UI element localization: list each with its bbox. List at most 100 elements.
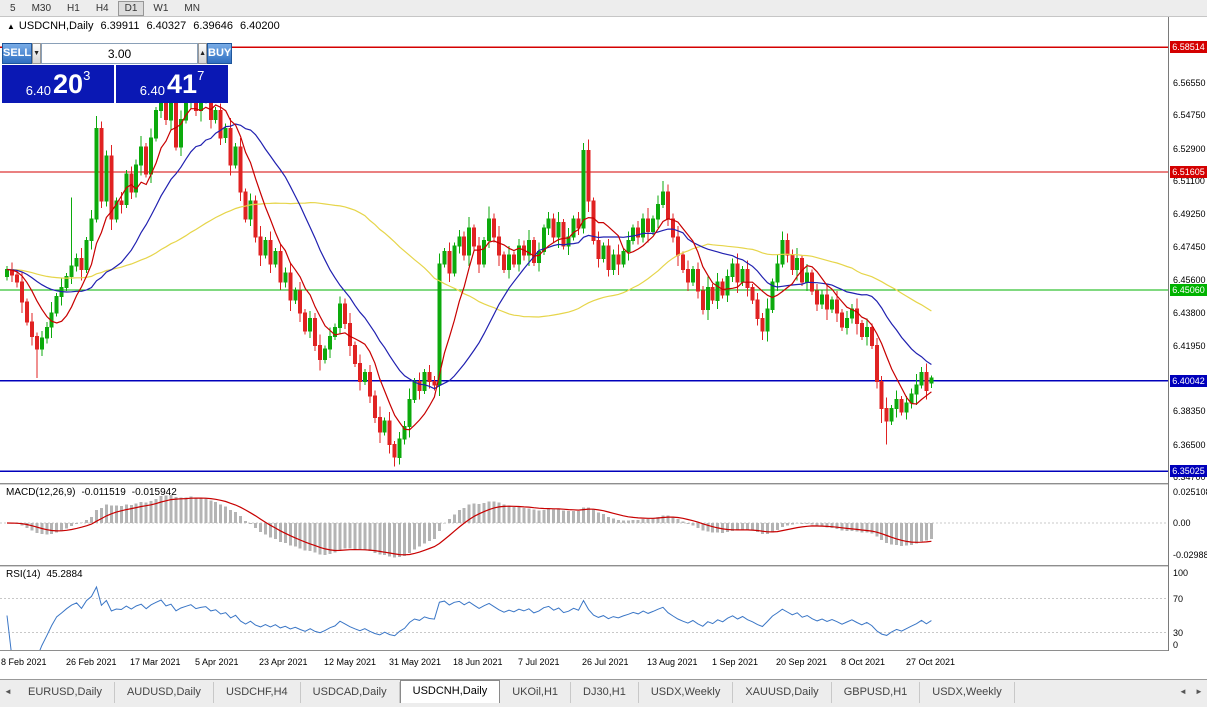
macd-canvas[interactable] [0,485,1168,565]
chart-bottom-border [0,650,1207,651]
time-axis-label: 18 Jun 2021 [453,657,503,667]
chart-tab-ukoil-h1[interactable]: UKOil,H1 [500,682,572,703]
chart-tab-usdcnh-daily[interactable]: USDCNH,Daily [399,680,501,703]
price-axis-label: 6.41950 [1173,341,1206,351]
macd-axis-label: 0.00 [1173,518,1191,528]
chart-tab-usdx-weekly[interactable]: USDX,Weekly [920,682,1015,703]
price-axis-label: 6.49250 [1173,209,1206,219]
window-bottom-edge [0,703,1207,707]
time-axis-label: 20 Sep 2021 [776,657,828,667]
macd-signal-value: -0.015942 [131,487,177,498]
macd-name: MACD(12,26,9) [6,487,76,498]
rsi-value: 45.2884 [46,569,83,580]
sell-price-base: 6.40 [25,83,52,98]
time-axis-label: 17 Mar 2021 [130,657,181,667]
ohlc-low: 6.39646 [193,20,233,32]
tab-scroll-left-icon[interactable]: ◄ [4,687,12,696]
chart-tab-usdcad-daily[interactable]: USDCAD,Daily [301,682,400,703]
time-axis-label: 27 Oct 2021 [906,657,956,667]
tab-right-arrows: ◄ ► [1175,682,1207,703]
time-axis-label: 13 Aug 2021 [647,657,698,667]
time-axis-label: 7 Jul 2021 [518,657,560,667]
price-axis-label: 6.54750 [1173,110,1206,120]
one-click-collapse-icon[interactable]: ▲ [7,22,15,31]
macd-value: -0.011519 [81,487,126,498]
timeframe-button-w1[interactable]: W1 [153,2,169,14]
pane-separator[interactable] [0,483,1207,485]
pane-separator[interactable] [0,565,1207,567]
sell-price-point: 3 [83,68,91,83]
price-axis-label: 6.34700 [1173,472,1206,482]
price-axis-label: 6.36500 [1173,440,1206,450]
buy-button[interactable]: BUY [207,43,233,64]
price-level-badge: 6.45060 [1170,284,1207,296]
chart-tab-usdchf-h4[interactable]: USDCHF,H4 [214,682,301,703]
price-axis-label: 6.43800 [1173,308,1206,318]
timeframe-button-h1[interactable]: H1 [67,2,80,14]
buy-price-point: 7 [197,68,205,83]
chart-tab-dj30-h1[interactable]: DJ30,H1 [571,682,639,703]
macd-axis-label: 0.025108 [1173,487,1207,497]
chart-tab-xauusd-daily[interactable]: XAUUSD,Daily [733,682,832,703]
price-level-badge: 6.58514 [1170,41,1207,53]
rsi-axis-label: 100 [1173,568,1189,578]
timeframe-button-h4[interactable]: H4 [95,2,109,14]
chart-tab-eurusd-daily[interactable]: EURUSD,Daily [16,682,115,703]
time-axis[interactable]: 8 Feb 2021 26 Feb 2021 17 Mar 2021 5 Apr 20… [0,651,1207,679]
rsi-label: RSI(14) 45.2884 [6,569,89,580]
buy-price-pips: 41 [167,69,198,99]
ohlc-open: 6.39911 [100,20,140,32]
ohlc-close: 6.40200 [239,20,280,32]
price-level-badge: 6.51605 [1170,166,1207,178]
chart-plot-area [0,17,1168,679]
rsi-axis-label: 0 [1173,640,1179,650]
timeframe-button-m30[interactable]: M30 [31,2,52,14]
rsi-axis-label: 70 [1173,594,1184,604]
timeframe-toolbar: 5 M30 H1 H4 D1 W1 MN [0,0,1207,17]
rsi-canvas[interactable] [0,567,1168,651]
time-axis-label: 5 Apr 2021 [195,657,239,667]
timeframe-button-5[interactable]: 5 [10,2,16,14]
rsi-axis-label: 30 [1173,628,1184,638]
time-axis-label: 8 Oct 2021 [841,657,886,667]
chart-tab-usdx-weekly[interactable]: USDX,Weekly [639,682,734,703]
time-axis-label: 1 Sep 2021 [712,657,759,667]
price-axis-label: 6.52900 [1173,144,1206,154]
timeframe-button-mn[interactable]: MN [184,2,200,14]
time-axis-label: 23 Apr 2021 [259,657,308,667]
sell-button[interactable]: SELL [2,43,33,64]
time-axis-label: 26 Feb 2021 [66,657,117,667]
buy-price-panel[interactable]: 6.40 41 7 [116,65,228,103]
price-axis-label: 6.45600 [1173,275,1206,285]
price-axis-label: 6.51100 [1173,176,1205,186]
price-level-badge: 6.40042 [1170,375,1207,387]
chart-tab-audusd-daily[interactable]: AUDUSD,Daily [115,682,214,703]
timeframe-button-d1[interactable]: D1 [117,0,145,16]
price-level-badge: 6.35025 [1170,465,1207,477]
lot-increase-button[interactable]: ▲ [198,43,207,64]
time-axis-label: 12 May 2021 [324,657,377,667]
tabs-holder: EURUSD,Daily AUDUSD,Daily USDCHF,H4 USDCAD,… [16,680,1015,703]
buy-price-base: 6.40 [139,83,166,98]
tab-scroll-next-icon[interactable]: ► [1195,687,1203,696]
chart-title: ▲ USDCNH,Daily 6.39911 6.40327 6.39646 6.4020… [7,20,280,32]
time-axis-label: 26 Jul 2021 [582,657,629,667]
price-axis[interactable]: 6.56550 6.54750 6.52900 6.51100 6.49250 6.474… [1168,17,1207,651]
tab-scroll-prev-icon[interactable]: ◄ [1179,687,1187,696]
ohlc-high: 6.40327 [146,20,187,32]
chart-symbol-label: USDCNH,Daily [18,20,94,32]
price-axis-label: 6.47450 [1173,242,1206,252]
chart-tab-gbpusd-h1[interactable]: GBPUSD,H1 [832,682,921,703]
time-axis-label: 31 May 2021 [389,657,442,667]
rsi-name: RSI(14) [6,569,41,580]
sell-price-pips: 20 [53,69,84,99]
sell-price-panel[interactable]: 6.40 20 3 [2,65,114,103]
chart-tab-bar: ◄ EURUSD,Daily AUDUSD,Daily USDCHF,H4 USDCA… [0,679,1207,703]
macd-label: MACD(12,26,9) -0.011519 -0.015942 [6,487,183,498]
macd-axis-label: -0.02988 [1173,550,1207,560]
lot-decrease-button[interactable]: ▼ [32,43,42,64]
price-axis-label: 6.38350 [1173,406,1206,416]
lot-size-input[interactable] [41,43,199,64]
